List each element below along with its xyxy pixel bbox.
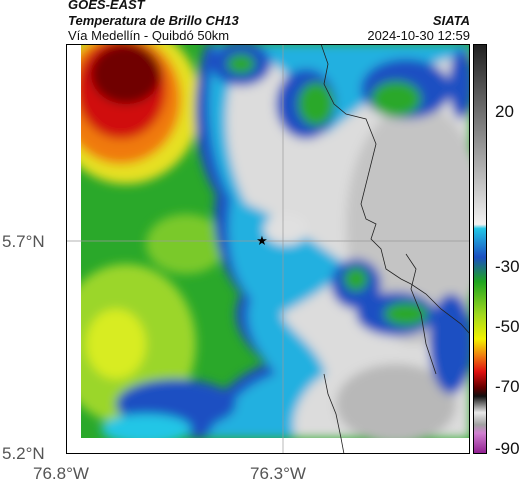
satellite-title: GOES-EAST: [68, 0, 145, 12]
colorbar-tick: -90: [495, 439, 520, 458]
colorbar-tick: 20: [495, 102, 514, 121]
route-subtitle: Vía Medellín - Quibdó 50km: [68, 28, 230, 43]
colorbar-tick: -50: [495, 317, 520, 336]
longitude-tick: 76.3°W: [250, 464, 306, 483]
colorbar-tick: -70: [495, 377, 520, 396]
graticule: [66, 44, 470, 454]
longitude-tick: 76.8°W: [33, 464, 89, 483]
temperature-colorbar: [473, 44, 487, 454]
imagery-layer: [81, 44, 470, 438]
organization-label: SIATA: [432, 13, 470, 28]
product-title: Temperatura de Brillo CH13: [68, 13, 239, 28]
timestamp-label: 2024-10-30 12:59: [367, 28, 470, 43]
location-marker-icon: ★: [256, 233, 268, 248]
latitude-tick: 5.7°N: [2, 232, 45, 251]
latitude-tick: 5.2°N: [2, 444, 45, 463]
brightness-temperature-map: ★: [66, 44, 470, 454]
colorbar-tick: -30: [495, 257, 520, 276]
department-boundary: [320, 44, 470, 335]
